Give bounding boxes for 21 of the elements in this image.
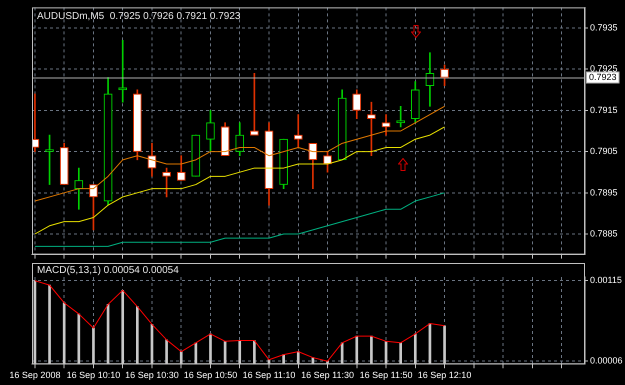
chart-title: AUDUSDm,M5 0.7925 0.7926 0.7921 0.7923 — [37, 11, 241, 22]
y-tick-label: 0.7935 — [590, 22, 618, 32]
x-tick-label: 16 Sep 2008 — [9, 370, 60, 380]
x-tick-label: 16 Sep 12:10 — [418, 370, 472, 380]
y-tick-label: 0.7905 — [590, 146, 618, 156]
y-tick-label: 0.7885 — [590, 228, 618, 238]
x-tick-label: 16 Sep 11:30 — [301, 370, 354, 380]
y-tick-label: 0.7925 — [590, 64, 618, 74]
y-tick-label: 0.00006 — [590, 356, 623, 366]
x-tick-label: 16 Sep 11:50 — [360, 370, 412, 380]
y-tick-label: 0.7915 — [590, 104, 618, 115]
candlestick — [426, 52, 434, 107]
x-tick-label: 16 Sep 10:10 — [66, 370, 120, 380]
candlestick — [382, 114, 390, 136]
y-tick-label: 0.7895 — [590, 187, 618, 198]
x-tick-label: 16 Sep 10:50 — [184, 370, 238, 380]
chart-title: MACD(5,13,1) 0.00054 0.00054 — [37, 264, 180, 276]
x-tick-label: 16 Sep 10:30 — [125, 370, 179, 380]
ref-line-label: 0.7923 — [589, 72, 617, 82]
x-tick-label: 16 Sep 11:10 — [242, 370, 296, 380]
y-tick-label: 0.00115 — [590, 275, 622, 286]
